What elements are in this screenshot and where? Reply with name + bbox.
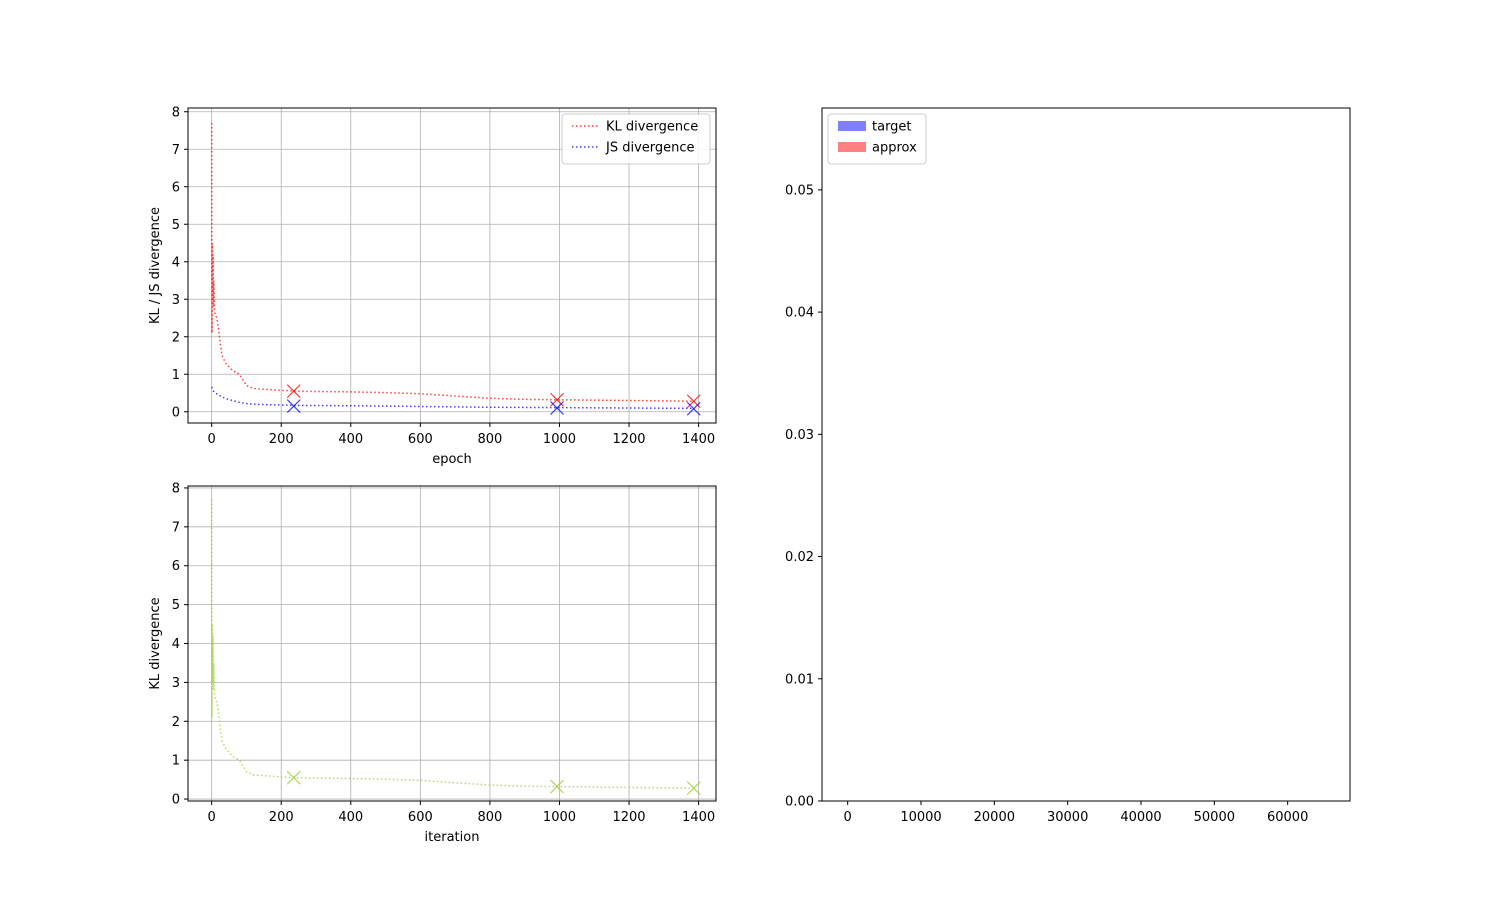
series-line-0	[210, 122, 694, 402]
x-tick-label: 50000	[1194, 810, 1235, 825]
y-tick-label: 0.03	[785, 428, 814, 443]
marker-x	[286, 770, 301, 785]
x-tick-label: 800	[477, 432, 502, 447]
legend-label: KL divergence	[606, 120, 698, 135]
y-tick-label: 0.02	[785, 550, 814, 565]
y-tick-label: 2	[172, 715, 180, 730]
marker-x	[286, 384, 301, 399]
plot-iteration-kl: 0 200 400 600 800 1000 1200 1400 0 1 2 3 4 5 6 7 8 iterat…	[148, 481, 717, 845]
y-tick-label: 0.01	[785, 672, 814, 687]
y-tick-label: 4	[172, 637, 180, 652]
y-tick-label: 7	[172, 143, 180, 158]
y-tick-label: 0	[172, 405, 180, 420]
x-tick-label: 20000	[974, 810, 1015, 825]
legend: target approx	[827, 113, 927, 165]
x-tick-label: 600	[408, 432, 433, 447]
x-tick-label: 200	[269, 432, 294, 447]
y-tick-label: 6	[172, 559, 180, 574]
series-line-0	[210, 499, 694, 789]
y-tick-label: 0.04	[785, 306, 814, 321]
marker-x	[686, 401, 701, 416]
plot-epoch-divergence: 0 200 400 600 800 1000 1200 1400 0 1 2 3 4 5 6 7 8 epoch K…	[148, 105, 717, 467]
x-tick-label: 800	[477, 810, 502, 825]
y-tick-label: 1	[172, 368, 180, 383]
marker-x	[550, 392, 564, 407]
x-tick-label: 400	[338, 432, 363, 447]
marker-x	[550, 401, 564, 415]
x-tick-label: 1400	[682, 432, 715, 447]
legend-swatch	[838, 142, 866, 152]
y-tick-label: 6	[172, 180, 180, 195]
x-tick-label: 200	[269, 810, 294, 825]
marker-x	[550, 779, 564, 794]
axes-frame	[187, 107, 717, 424]
y-tick-label: 5	[172, 218, 180, 233]
y-tick-label: 8	[172, 105, 180, 120]
y-tick-label: 7	[172, 520, 180, 535]
x-tick-label: 40000	[1120, 810, 1161, 825]
x-tick-label: 400	[338, 810, 363, 825]
x-tick-label: 1200	[612, 810, 645, 825]
x-tick-label: 0	[208, 432, 216, 447]
plot-distribution-histogram: 0 10000 20000 30000 40000 50000 60000 0.00 0.01 0…	[785, 107, 1351, 825]
x-tick-label: 600	[408, 810, 433, 825]
x-tick-label: 1000	[543, 810, 576, 825]
y-tick-label: 1	[172, 754, 180, 769]
x-tick-label: 0	[208, 810, 216, 825]
legend-swatch	[838, 121, 866, 131]
marker-x	[286, 399, 301, 414]
axes-frame	[821, 107, 1351, 802]
y-tick-label: 0.00	[785, 795, 814, 810]
y-tick-label: 8	[172, 481, 180, 496]
marker-x	[686, 394, 701, 409]
y-tick-label: 0.05	[785, 183, 814, 198]
x-axis-label: iteration	[425, 830, 480, 845]
x-axis-label: epoch	[432, 452, 472, 467]
x-tick-label: 1000	[543, 432, 576, 447]
series-line-1	[210, 386, 694, 410]
x-tick-label: 60000	[1267, 810, 1308, 825]
y-tick-label: 4	[172, 255, 180, 270]
legend-box	[561, 113, 711, 165]
legend: KL divergence JS divergence	[561, 113, 711, 165]
x-tick-label: 1400	[682, 810, 715, 825]
y-axis-label: KL / JS divergence	[148, 207, 163, 324]
y-tick-label: 0	[172, 793, 180, 808]
y-tick-label: 3	[172, 293, 180, 308]
legend-label: approx	[872, 141, 917, 156]
y-tick-label: 3	[172, 676, 180, 691]
legend-label: target	[872, 120, 912, 135]
x-tick-label: 30000	[1047, 810, 1088, 825]
y-tick-label: 2	[172, 330, 180, 345]
y-tick-label: 5	[172, 598, 180, 613]
legend-label: JS divergence	[605, 141, 695, 156]
y-axis-label: KL divergence	[148, 597, 163, 689]
x-tick-label: 1200	[612, 432, 645, 447]
marker-x	[686, 781, 701, 796]
x-tick-label: 0	[844, 810, 852, 825]
x-tick-label: 10000	[900, 810, 941, 825]
